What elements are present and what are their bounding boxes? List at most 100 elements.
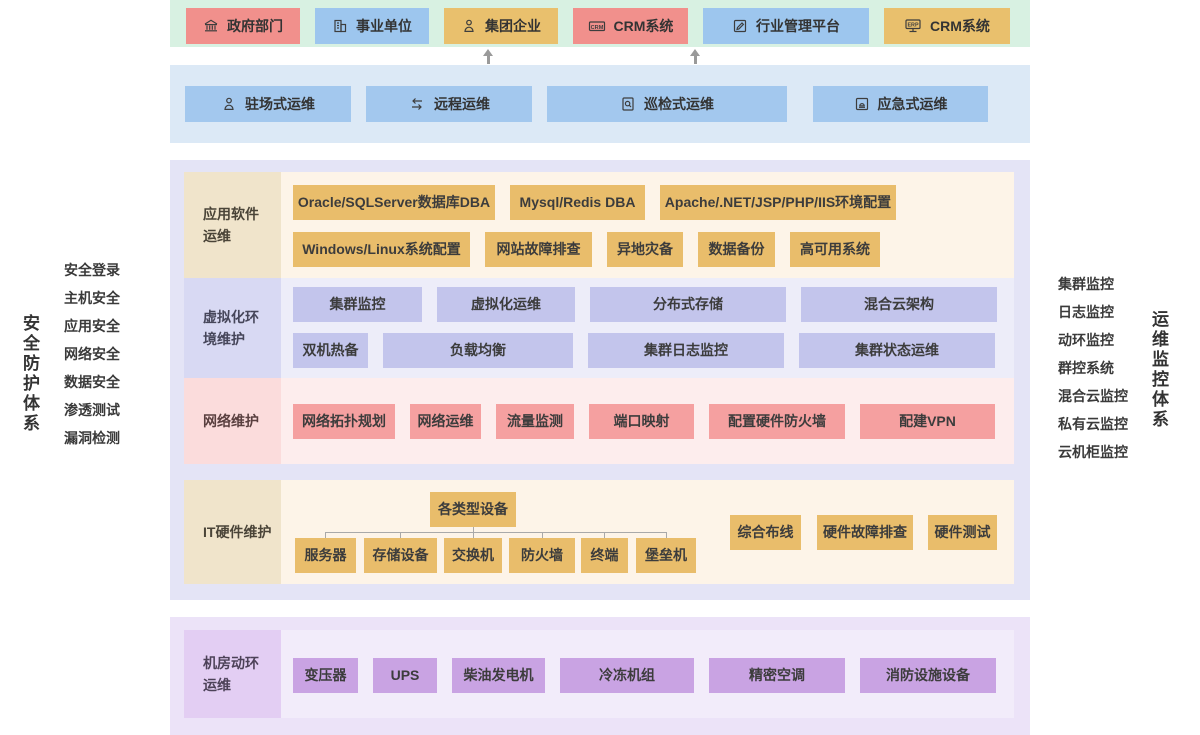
network-row: 网络维护 网络拓扑规划 网络运维 流量监测 端口映射 配置硬件防火墙 配建VPN xyxy=(170,378,1030,464)
emergency-icon xyxy=(854,96,870,112)
task-button[interactable]: 混合云架构 xyxy=(801,287,997,322)
task-button[interactable]: 变压器 xyxy=(293,658,358,693)
institution-icon xyxy=(332,18,348,34)
task-button[interactable]: Apache/.NET/JSP/PHP/IIS环境配置 xyxy=(660,185,896,220)
security-item: 安全登录 xyxy=(64,262,120,278)
datacenter-content: 变压器 UPS 柴油发电机 冷冻机组 精密空调 消防设施设备 xyxy=(281,630,1014,718)
virtualization-content: 集群监控 虚拟化运维 分布式存储 混合云架构 双机热备 负载均衡 集群日志监控 … xyxy=(281,278,1014,378)
client-button-crm[interactable]: CRM CRM系统 xyxy=(573,8,688,44)
row-label-virtualization: 虚拟化环境维护 xyxy=(184,278,281,378)
monitoring-item: 动环监控 xyxy=(1058,332,1114,348)
client-label: CRM系统 xyxy=(613,18,674,34)
task-button[interactable]: 网站故障排查 xyxy=(485,232,592,267)
client-button-erp-crm[interactable]: ERP CRM系统 xyxy=(884,8,1010,44)
task-button[interactable]: 柴油发电机 xyxy=(452,658,545,693)
service-mode-label: 巡检式运维 xyxy=(644,96,714,112)
task-button[interactable]: 集群日志监控 xyxy=(588,333,784,368)
crm-icon: CRM xyxy=(588,18,606,34)
tree-child-button[interactable]: 堡垒机 xyxy=(636,538,696,573)
datacenter-row: 机房动环运维 变压器 UPS 柴油发电机 冷冻机组 精密空调 消防设施设备 xyxy=(170,630,1030,718)
task-button[interactable]: 综合布线 xyxy=(730,515,801,550)
monitoring-item: 群控系统 xyxy=(1058,360,1114,376)
tree-connector-line xyxy=(473,532,474,538)
clients-band: 政府部门 事业单位 集团企业 CRM CRM系统 xyxy=(170,0,1030,47)
task-button[interactable]: 硬件测试 xyxy=(928,515,997,550)
row-label-datacenter: 机房动环运维 xyxy=(184,630,281,718)
task-button[interactable]: 冷冻机组 xyxy=(560,658,694,693)
right-panel-title: 运维监控体系 xyxy=(1149,310,1168,430)
task-button[interactable]: Mysql/Redis DBA xyxy=(510,185,645,220)
tree-child-button[interactable]: 存储设备 xyxy=(364,538,437,573)
tree-child-button[interactable]: 交换机 xyxy=(444,538,502,573)
service-mode-label: 驻场式运维 xyxy=(245,96,315,112)
task-button[interactable]: 网络运维 xyxy=(410,404,481,439)
task-button[interactable]: 集群状态运维 xyxy=(799,333,995,368)
task-button[interactable]: 硬件故障排查 xyxy=(817,515,913,550)
client-button-enterprise[interactable]: 集团企业 xyxy=(444,8,558,44)
client-button-industry-platform[interactable]: 行业管理平台 xyxy=(703,8,869,44)
tree-connector-line xyxy=(604,532,605,538)
service-mode-button-inspection[interactable]: 巡检式运维 xyxy=(547,86,787,122)
datacenter-band: 机房动环运维 变压器 UPS 柴油发电机 冷冻机组 精密空调 消防设施设备 xyxy=(170,617,1030,735)
service-mode-button-remote[interactable]: 远程运维 xyxy=(366,86,532,122)
service-mode-button-emergency[interactable]: 应急式运维 xyxy=(813,86,988,122)
task-button[interactable]: 高可用系统 xyxy=(790,232,880,267)
tree-connector-line xyxy=(666,532,667,538)
task-button[interactable]: 负载均衡 xyxy=(383,333,573,368)
tree-root-button[interactable]: 各类型设备 xyxy=(430,492,516,527)
task-button[interactable]: 网络拓扑规划 xyxy=(293,404,395,439)
security-item: 数据安全 xyxy=(64,374,120,390)
task-button[interactable]: 数据备份 xyxy=(698,232,775,267)
virtualization-row: 虚拟化环境维护 集群监控 虚拟化运维 分布式存储 混合云架构 双机热备 负载均衡… xyxy=(170,278,1030,378)
tree-connector-line xyxy=(400,532,401,538)
task-button[interactable]: 双机热备 xyxy=(293,333,368,368)
monitoring-item: 日志监控 xyxy=(1058,304,1114,320)
monitoring-item: 云机柜监控 xyxy=(1058,444,1128,460)
service-mode-label: 远程运维 xyxy=(434,96,490,112)
erp-icon: ERP xyxy=(904,18,922,34)
task-button[interactable]: 分布式存储 xyxy=(590,287,786,322)
task-button[interactable]: 异地灾备 xyxy=(607,232,683,267)
app-software-content: Oracle/SQLServer数据库DBA Mysql/Redis DBA A… xyxy=(281,172,1014,278)
flow-up-arrow-icon xyxy=(482,49,494,64)
task-button[interactable]: 精密空调 xyxy=(709,658,845,693)
task-button[interactable]: Windows/Linux系统配置 xyxy=(293,232,470,267)
client-button-institution[interactable]: 事业单位 xyxy=(315,8,429,44)
tree-connector-line xyxy=(325,532,326,538)
security-item: 网络安全 xyxy=(64,346,120,362)
task-button[interactable]: 集群监控 xyxy=(293,287,422,322)
industry-platform-icon xyxy=(732,18,748,34)
monitoring-item: 集群监控 xyxy=(1058,276,1114,292)
security-item: 渗透测试 xyxy=(64,402,120,418)
tree-connector-line xyxy=(325,532,667,533)
remote-arrows-icon xyxy=(408,96,426,112)
network-content: 网络拓扑规划 网络运维 流量监测 端口映射 配置硬件防火墙 配建VPN xyxy=(281,378,1014,464)
task-button[interactable]: 配置硬件防火墙 xyxy=(709,404,845,439)
enterprise-icon xyxy=(461,18,477,34)
monitoring-item: 私有云监控 xyxy=(1058,416,1128,432)
task-button[interactable]: 端口映射 xyxy=(589,404,694,439)
client-button-government[interactable]: 政府部门 xyxy=(186,8,300,44)
task-button[interactable]: 流量监测 xyxy=(496,404,574,439)
svg-text:ERP: ERP xyxy=(908,23,919,29)
task-button[interactable]: 配建VPN xyxy=(860,404,995,439)
service-mode-button-onsite[interactable]: 驻场式运维 xyxy=(185,86,351,122)
operations-main-band: 应用软件运维 Oracle/SQLServer数据库DBA Mysql/Redi… xyxy=(170,160,1030,600)
tree-child-button[interactable]: 服务器 xyxy=(295,538,356,573)
service-mode-label: 应急式运维 xyxy=(877,96,948,112)
svg-text:CRM: CRM xyxy=(590,25,603,31)
monitoring-items-list: 集群监控 日志监控 动环监控 群控系统 混合云监控 私有云监控 云机柜监控 xyxy=(1058,270,1128,466)
tree-child-button[interactable]: 防火墙 xyxy=(509,538,575,573)
onsite-staff-icon xyxy=(221,96,237,112)
tree-child-button[interactable]: 终端 xyxy=(581,538,628,573)
government-icon xyxy=(203,18,219,34)
inspection-icon xyxy=(620,96,636,112)
task-button[interactable]: UPS xyxy=(373,658,437,693)
task-button[interactable]: 虚拟化运维 xyxy=(437,287,575,322)
security-item: 主机安全 xyxy=(64,290,120,306)
client-label: 行业管理平台 xyxy=(756,18,840,34)
flow-up-arrow-icon xyxy=(689,49,701,64)
task-button[interactable]: 消防设施设备 xyxy=(860,658,996,693)
task-button[interactable]: Oracle/SQLServer数据库DBA xyxy=(293,185,495,220)
